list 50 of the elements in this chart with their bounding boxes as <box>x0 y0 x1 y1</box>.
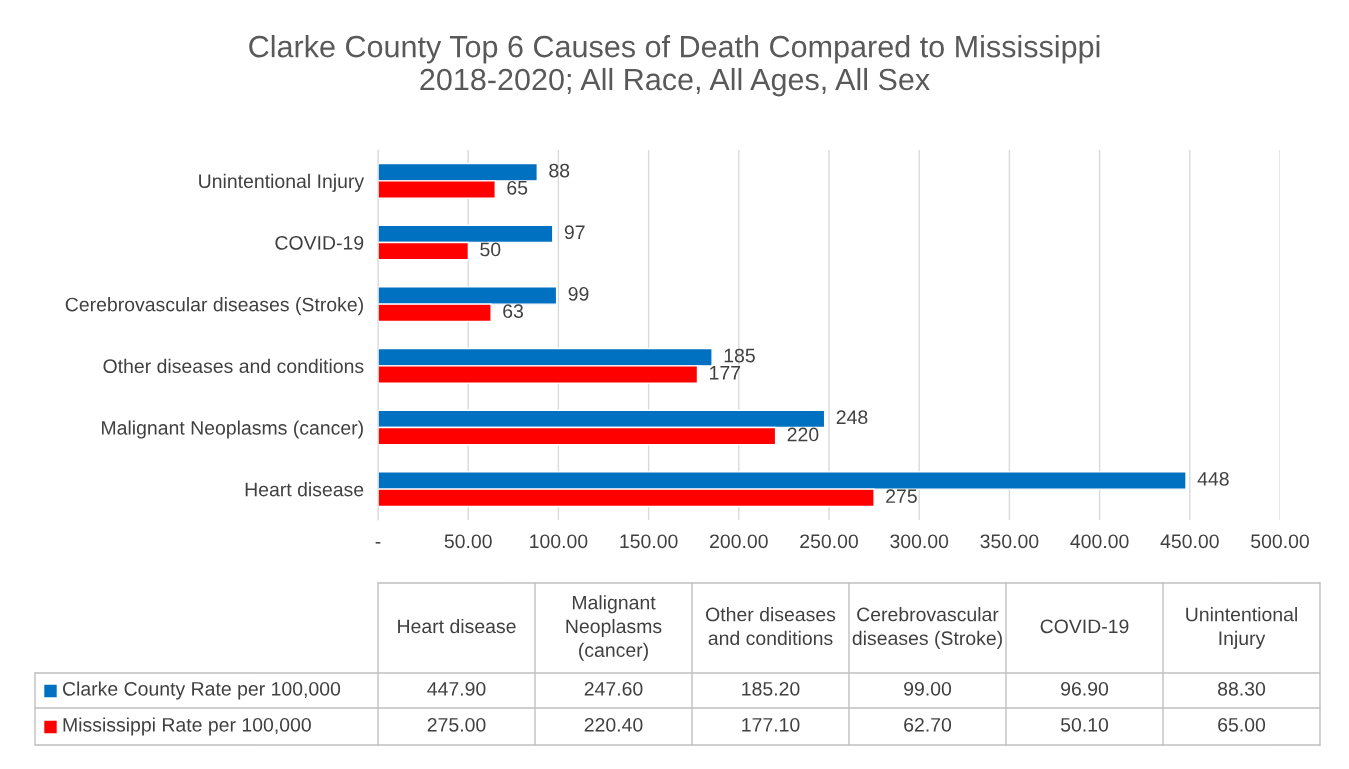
text: 62.70 <box>904 717 952 732</box>
data-label: 65 <box>507 180 528 195</box>
text: 177.10 <box>742 717 800 732</box>
text: 220.40 <box>584 717 643 732</box>
category-label: Unintentional Injury <box>1186 607 1297 649</box>
category-label: Cerebrovascular diseases (Stroke) <box>852 607 1002 649</box>
data-label: 63 <box>503 304 523 319</box>
category-label: Heart disease <box>398 618 516 634</box>
x-tick-label: 50.00 <box>444 534 492 549</box>
chart-title: Clarke County Top 6 Causes of Death Compared to Mississippi 2018-2020; All Race, All Ages, All Sex <box>249 35 1100 97</box>
category-label: Other diseases and conditions <box>706 607 836 646</box>
data-label: 99 <box>568 286 589 301</box>
data-label: 177 <box>710 366 741 380</box>
y-tick-label: Malignant Neoplasms (cancer) <box>102 420 363 439</box>
legend-label: Clarke County Rate per 100,000 <box>62 681 341 700</box>
x-tick-label: 300.00 <box>890 534 949 549</box>
x-tick-label: - <box>375 542 381 544</box>
y-tick-label: Heart disease <box>245 482 364 497</box>
data-label: 88 <box>549 163 570 178</box>
text: 99.00 <box>904 681 952 696</box>
text: 275.00 <box>427 717 486 732</box>
legend-label: Mississippi Rate per 100,000 <box>63 717 311 736</box>
data-label: 275 <box>886 489 917 504</box>
text: 65.00 <box>1218 717 1266 732</box>
x-tick-label: 400.00 <box>1070 534 1129 549</box>
x-tick-label: 350.00 <box>980 534 1039 549</box>
data-label: 97 <box>564 225 585 240</box>
y-tick-label: Unintentional Injury <box>199 173 365 192</box>
text: 50.10 <box>1060 717 1109 732</box>
x-tick-label: 250.00 <box>800 534 858 549</box>
x-tick-label: 450.00 <box>1160 534 1219 549</box>
data-label: 50 <box>480 242 501 257</box>
text: 247.60 <box>584 681 643 696</box>
data-label: 220 <box>787 427 819 442</box>
y-tick-label: Other diseases and conditions <box>103 358 364 374</box>
x-tick-label: 150.00 <box>620 534 678 549</box>
data-label: 185 <box>724 348 755 363</box>
text: 185.20 <box>742 681 800 696</box>
data-label: 248 <box>836 410 868 425</box>
text: 88.30 <box>1218 681 1266 696</box>
x-tick-label: 200.00 <box>710 534 768 549</box>
y-tick-label: COVID-19 <box>275 235 364 250</box>
x-tick-label: 100.00 <box>530 534 588 549</box>
category-label: COVID-19 <box>1040 619 1129 634</box>
text: 447.90 <box>427 681 486 696</box>
category-label: Malignant Neoplasms (cancer) <box>566 595 662 661</box>
y-tick-label: Cerebrovascular diseases (Stroke) <box>65 297 363 316</box>
data-label: 448 <box>1197 471 1229 486</box>
text: 96.90 <box>1061 681 1109 696</box>
x-tick-label: 500.00 <box>1251 534 1309 549</box>
